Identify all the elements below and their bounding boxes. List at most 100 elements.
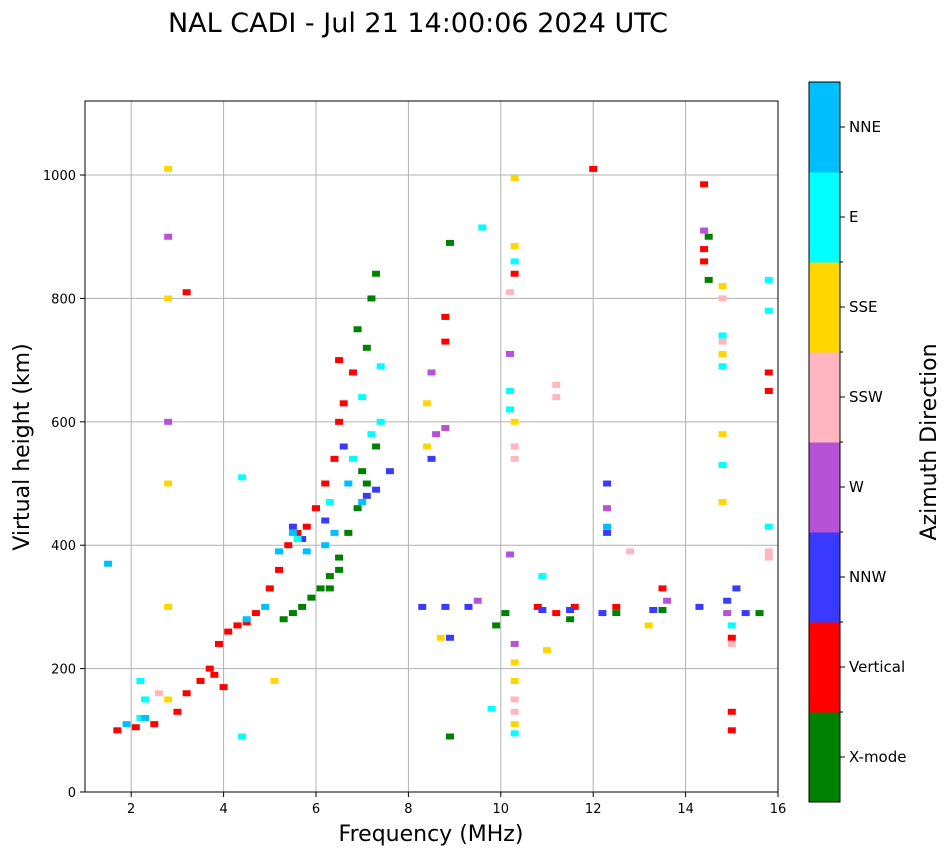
echo-point-x-mode (445, 733, 454, 740)
echo-point-ssw (764, 548, 773, 555)
echo-point-nne (288, 529, 297, 536)
echo-point-nnw (538, 606, 547, 613)
echo-point-e (764, 307, 773, 314)
echo-point-e (238, 733, 247, 740)
echo-point-ssw (626, 548, 635, 555)
echo-point-w (473, 597, 482, 604)
echo-point-vertical (589, 165, 598, 172)
echo-point-nnw (695, 603, 704, 610)
echo-point-vertical (612, 603, 621, 610)
echo-point-nnw (598, 610, 607, 617)
echo-point-x-mode (316, 585, 325, 592)
colorbar-swatch (809, 82, 840, 173)
echo-points (104, 165, 773, 740)
colorbar-swatch (809, 712, 840, 803)
echo-point-w (603, 505, 612, 512)
echo-point-w (441, 424, 450, 431)
echo-point-vertical (113, 727, 122, 734)
colorbar-label: E (849, 208, 858, 226)
echo-point-vertical (552, 610, 561, 617)
echo-point-x-mode (335, 566, 344, 573)
echo-point-x-mode (362, 480, 371, 487)
echo-point-nnw (362, 492, 371, 499)
echo-point-sse (543, 647, 551, 654)
echo-point-e (478, 224, 487, 231)
echo-point-sse (510, 677, 519, 684)
echo-point-x-mode (353, 505, 362, 512)
echo-point-x-mode (288, 610, 297, 617)
echo-point-e (358, 394, 367, 401)
echo-point-nnw (464, 603, 473, 610)
echo-point-nne (275, 548, 284, 555)
echo-point-w (506, 551, 515, 558)
echo-point-vertical (284, 542, 293, 549)
echo-point-e (376, 363, 385, 370)
echo-point-vertical (219, 684, 228, 691)
echo-point-sse (510, 418, 519, 425)
echo-point-x-mode (445, 239, 454, 246)
echo-point-e (367, 431, 376, 438)
echo-point-nne (344, 480, 353, 487)
echo-point-ssw (718, 338, 727, 345)
echo-point-vertical (150, 721, 159, 728)
echo-point-ssw (727, 640, 736, 647)
echo-point-e (506, 387, 515, 394)
echo-point-vertical (173, 708, 182, 715)
echo-point-nne (321, 542, 330, 549)
echo-point-nnw (321, 517, 330, 524)
echo-point-nnw (732, 585, 741, 592)
echo-point-vertical (312, 505, 320, 512)
echo-point-vertical (330, 455, 339, 462)
echo-point-vertical (727, 634, 736, 641)
echo-point-ssw (510, 708, 519, 715)
x-tick-label: 6 (312, 802, 320, 817)
echo-point-vertical (727, 708, 736, 715)
echo-point-vertical (764, 369, 773, 376)
colorbar-label: W (849, 478, 864, 496)
echo-point-x-mode (362, 344, 371, 351)
echo-point-e (764, 276, 773, 283)
echo-point-w (663, 597, 672, 604)
echo-point-vertical (293, 529, 302, 536)
echo-point-sse (510, 659, 519, 666)
x-tick-label: 8 (404, 802, 412, 817)
echo-point-vertical (196, 677, 205, 684)
echo-point-ssw (510, 455, 519, 462)
echo-point-e (727, 622, 736, 629)
echo-point-w (164, 233, 173, 240)
echo-point-vertical (205, 665, 214, 672)
echo-point-vertical (658, 585, 667, 592)
echo-point-x-mode (372, 443, 381, 450)
echo-point-e (718, 363, 727, 370)
echo-point-vertical (265, 585, 274, 592)
echo-point-sse (164, 696, 173, 703)
echo-point-e (510, 730, 519, 737)
echo-point-nnw (741, 610, 750, 617)
echo-point-sse (422, 400, 431, 407)
echo-point-nne (141, 714, 150, 721)
colorbar-swatch (809, 352, 840, 443)
x-tick-label: 16 (770, 802, 787, 817)
echo-point-nnw (385, 468, 394, 475)
echo-point-nne (242, 616, 251, 623)
echo-point-e (510, 258, 519, 265)
colorbar-swatch (809, 532, 840, 623)
x-axis-ticks: 2 4 6 8 10 12 14 16 (127, 792, 786, 817)
echo-point-vertical (182, 690, 191, 697)
x-tick-label: 14 (677, 802, 694, 817)
echo-point-vertical (275, 566, 284, 573)
x-tick-label: 12 (585, 802, 602, 817)
echo-point-nnw (288, 523, 297, 530)
echo-point-e (718, 462, 727, 469)
echo-point-vertical (700, 246, 709, 253)
echo-point-nne (302, 548, 311, 555)
echo-point-sse (164, 165, 173, 172)
colorbar-label: X-mode (849, 748, 906, 766)
echo-point-x-mode (372, 270, 381, 277)
y-tick-label: 600 (51, 416, 76, 431)
echo-point-nne (603, 523, 612, 530)
colorbar-title: Azimuth Direction (917, 343, 942, 540)
colorbar-swatch (809, 172, 840, 263)
echo-point-sse (510, 242, 519, 249)
